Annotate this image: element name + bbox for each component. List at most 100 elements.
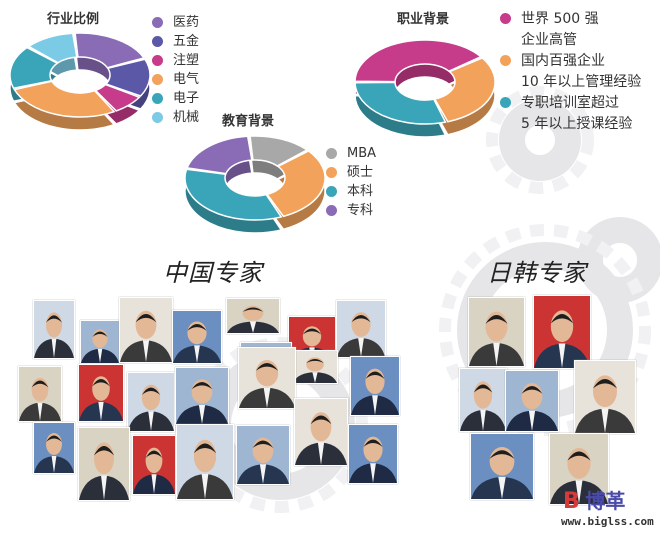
gear-teeth	[486, 86, 594, 194]
donut-slice	[27, 32, 78, 64]
legend-label: 本科	[347, 184, 374, 199]
person-portrait-icon	[227, 305, 279, 333]
donut-slice	[265, 150, 326, 218]
legend-career: 世界 500 强 企业高管 国内百强企业 10 年以上管理经验 专职培训室超过 5 …	[500, 9, 641, 135]
person-portrait-icon	[469, 311, 524, 366]
chart-title-career: 职业背景	[397, 12, 450, 27]
expert-photo	[175, 367, 229, 425]
person-portrait-icon	[173, 321, 221, 363]
legend-industry: 医药五金注塑电气电子机械	[152, 13, 199, 127]
expert-photo	[33, 422, 75, 474]
legend-dot-icon	[500, 97, 511, 108]
person-portrait-icon	[237, 437, 289, 484]
expert-photo	[119, 297, 173, 363]
legend-label: 电子	[173, 91, 200, 106]
legend-dot-icon	[152, 74, 163, 85]
person-portrait-icon	[120, 310, 172, 362]
donut-slice	[354, 81, 447, 125]
person-portrait-icon	[177, 439, 233, 499]
person-portrait-icon	[575, 375, 635, 433]
person-portrait-icon	[471, 447, 533, 499]
person-portrait-icon	[34, 433, 74, 473]
person-portrait-icon	[293, 357, 337, 383]
person-portrait-icon	[534, 310, 590, 368]
expert-photo	[505, 370, 559, 432]
donut-slice	[354, 39, 483, 83]
person-portrait-icon	[19, 377, 61, 421]
person-portrait-icon	[460, 381, 506, 431]
gear-icon	[499, 99, 581, 181]
donut-slice	[74, 32, 146, 69]
legend-education: MBA 硕士本科专科	[326, 144, 376, 220]
legend-item: 电气	[152, 70, 199, 89]
legend-label: 注塑	[173, 53, 200, 68]
legend-dot-icon	[326, 167, 337, 178]
logo: B 博革	[563, 489, 625, 514]
legend-dot-icon	[152, 93, 163, 104]
expert-photo	[127, 372, 175, 432]
person-portrait-icon	[239, 360, 295, 408]
expert-photo	[533, 295, 591, 369]
legend-label: 硕士	[347, 165, 374, 180]
section-title-japan-korea: 日韩专家	[487, 259, 587, 287]
expert-photo	[549, 433, 609, 505]
legend-item: 注塑	[152, 51, 199, 70]
legend-label: 专职培训室超过 5 年以上授课经验	[521, 95, 633, 132]
legend-label: 机械	[173, 110, 200, 125]
legend-label: 医药	[173, 15, 200, 30]
person-portrait-icon	[550, 448, 608, 504]
legend-dot-icon	[500, 55, 511, 66]
expert-photo	[459, 368, 507, 432]
chart-title-industry: 行业比例	[47, 12, 100, 27]
person-portrait-icon	[349, 436, 397, 483]
person-portrait-icon	[506, 383, 558, 431]
legend-dot-icon	[500, 13, 511, 24]
person-portrait-icon	[176, 379, 228, 424]
legend-label: 专科	[347, 203, 374, 218]
expert-photo	[350, 356, 400, 416]
expert-photo	[468, 297, 525, 367]
donut-slice	[249, 135, 309, 167]
person-portrait-icon	[351, 368, 399, 415]
donut-slice	[9, 46, 59, 90]
expert-photo	[176, 424, 234, 500]
expert-photo	[348, 424, 398, 484]
legend-item: 本科	[326, 182, 376, 201]
legend-item: 硕士	[326, 163, 376, 182]
donut-slice	[184, 168, 283, 221]
expert-photo	[238, 347, 296, 409]
legend-dot-icon	[152, 36, 163, 47]
legend-item: MBA	[326, 144, 376, 163]
donut-charts	[9, 32, 496, 234]
legend-dot-icon	[152, 17, 163, 28]
donut-slice	[433, 57, 496, 123]
person-portrait-icon	[79, 442, 129, 500]
legend-item: 五金	[152, 32, 199, 51]
legend-item: 世界 500 强 企业高管	[500, 9, 641, 51]
legend-dot-icon	[152, 112, 163, 123]
expert-photo	[172, 310, 222, 364]
expert-photo	[78, 364, 124, 422]
gear-icon	[577, 217, 660, 303]
expert-photo	[574, 360, 636, 434]
legend-dot-icon	[152, 55, 163, 66]
expert-photo	[80, 320, 120, 364]
person-portrait-icon	[128, 384, 174, 431]
expert-photo	[292, 350, 338, 384]
legend-dot-icon	[326, 148, 337, 159]
legend-label: 电气	[173, 72, 200, 87]
donut-slice	[104, 58, 151, 97]
expert-photo	[226, 298, 280, 334]
legend-item: 电子	[152, 89, 199, 108]
logo-mark: B	[563, 489, 580, 514]
person-portrait-icon	[81, 329, 119, 363]
person-portrait-icon	[34, 312, 74, 358]
expert-photo	[132, 435, 176, 495]
legend-item: 专科	[326, 201, 376, 220]
legend-label: 世界 500 强 企业高管	[521, 11, 599, 48]
person-portrait-icon	[79, 376, 123, 421]
donut-slice	[94, 83, 141, 112]
donut-slice	[186, 135, 253, 175]
expert-photo	[18, 366, 62, 422]
legend-label: MBA	[347, 146, 377, 161]
